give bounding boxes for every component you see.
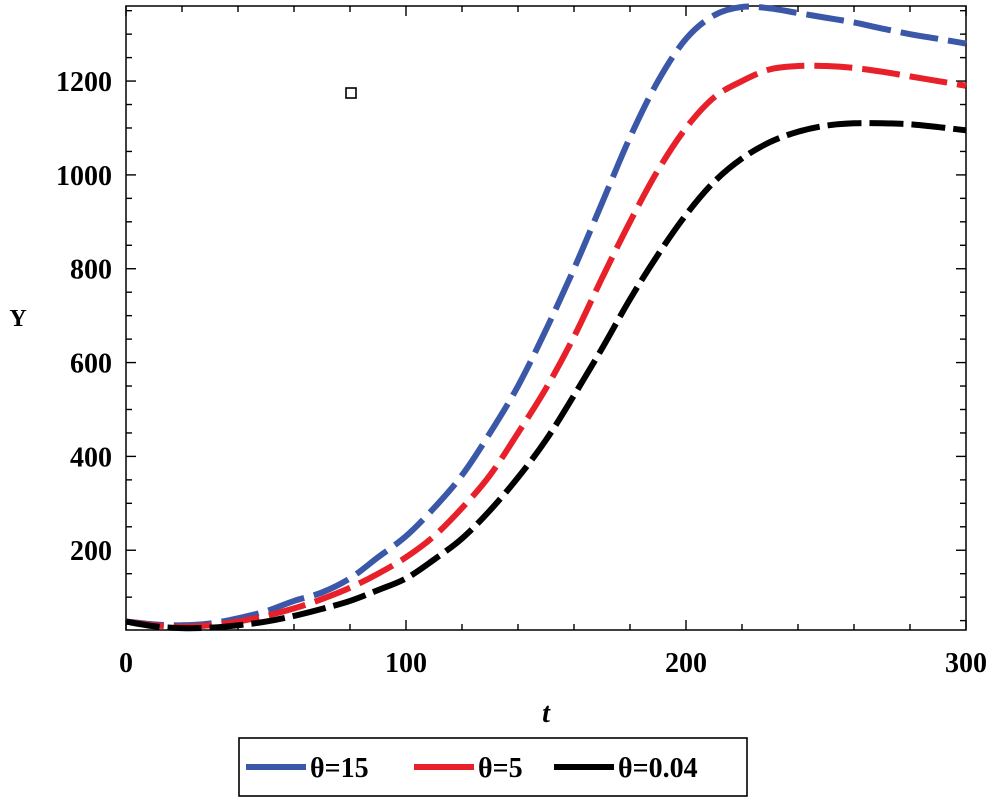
y-tick-label: 600 <box>70 349 112 380</box>
marker-square <box>345 87 357 99</box>
legend-label: θ=5 <box>478 753 523 784</box>
x-tick-label: 300 <box>945 648 987 679</box>
label-layer: t Y <box>9 306 551 729</box>
x-tick-label: 0 <box>119 648 133 679</box>
y-axis-title: Y <box>9 306 26 332</box>
x-axis-title: t <box>542 698 551 729</box>
legend: θ=15 θ=5 θ=0.04 <box>238 737 748 797</box>
legend-label: θ=15 <box>310 753 369 784</box>
y-tick-label: 400 <box>70 442 112 473</box>
y-tick-label: 200 <box>70 536 112 567</box>
series-line-2 <box>125 62 967 630</box>
x-tick-label: 200 <box>665 648 707 679</box>
y-tick-label: 800 <box>70 255 112 286</box>
legend-box <box>238 737 748 797</box>
legend-label: θ=0.04 <box>618 753 698 784</box>
axes-layer: 0 100 200 300 200 400 600 800 1000 1200 <box>56 5 987 679</box>
series-line-1 <box>125 3 967 629</box>
plot-frame <box>125 5 967 631</box>
series-line-3 <box>125 120 967 632</box>
series-layer <box>125 3 967 632</box>
y-tick-label: 1200 <box>56 67 112 98</box>
y-tick-label: 1000 <box>56 161 112 192</box>
x-tick-label: 100 <box>385 648 427 679</box>
